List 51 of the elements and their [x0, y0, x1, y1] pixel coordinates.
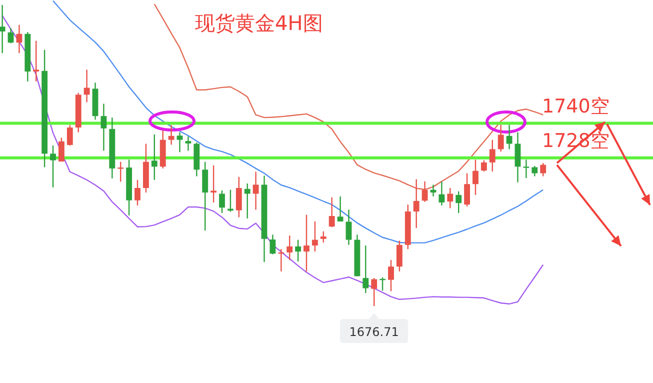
- candlestick: [270, 234, 276, 255]
- candlestick: [346, 209, 352, 246]
- candlestick: [506, 124, 512, 150]
- candlestick: [134, 179, 140, 206]
- candlestick: [396, 240, 402, 272]
- candlestick: [210, 164, 217, 204]
- text: 1676.71: [349, 325, 399, 340]
- candlestick: [456, 190, 462, 214]
- candlestick: [176, 132, 183, 153]
- candlestick: [219, 190, 225, 214]
- candlestick: [532, 165, 538, 177]
- candlestick: [50, 144, 56, 188]
- candlestick: [337, 196, 344, 222]
- candlestick: [66, 124, 73, 146]
- candlestick: [0, 4, 6, 54]
- candlestick: [100, 103, 107, 152]
- candlestick: [252, 171, 259, 210]
- candlestick: [388, 259, 394, 292]
- candlestick: [304, 214, 310, 272]
- candlestick: [464, 172, 470, 207]
- candlestick: [438, 181, 445, 206]
- candlestick: [540, 162, 546, 177]
- candlestick: [371, 277, 378, 307]
- candlestick: [514, 132, 521, 183]
- ref-line-label: 1740空: [542, 95, 610, 118]
- candlestick: [286, 234, 293, 261]
- candlestick: [480, 160, 487, 172]
- candlestick: [8, 28, 14, 44]
- candlestick: [422, 180, 428, 202]
- candlestick: [295, 239, 301, 262]
- candlestick: [523, 159, 530, 179]
- candlestick: [447, 187, 454, 209]
- chart-title: 现货黄金4H图: [195, 11, 323, 35]
- candlestick: [328, 196, 335, 228]
- candlestick: [202, 161, 208, 232]
- candlestick: [320, 230, 326, 244]
- candlestick: [362, 244, 369, 294]
- candlestick: [312, 220, 318, 252]
- candlestick: [33, 40, 40, 82]
- candlestick: [498, 124, 504, 152]
- candlestick: [236, 176, 242, 218]
- candlestick: [472, 159, 478, 196]
- candlestick: [168, 124, 174, 146]
- candlestick: [16, 24, 22, 54]
- candlestick: [413, 178, 420, 229]
- candlestick: [58, 137, 64, 162]
- candlestick: [185, 136, 192, 152]
- candlestick: [244, 182, 250, 220]
- candlestick: [84, 69, 90, 103]
- candlestick: [151, 134, 158, 180]
- candlestick: [489, 139, 496, 172]
